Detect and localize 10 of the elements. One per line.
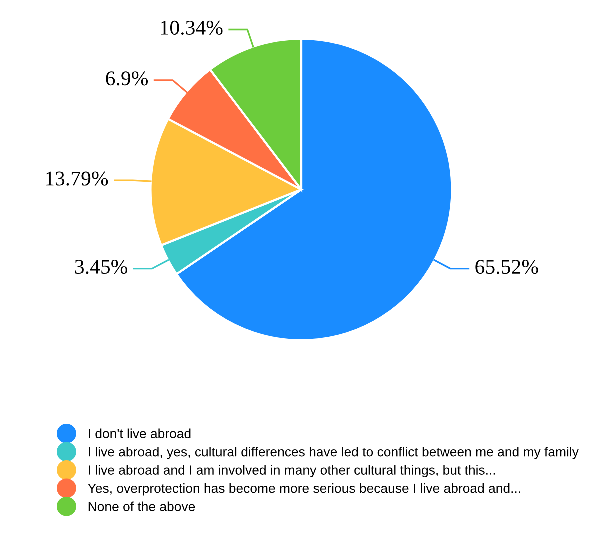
data-label: 10.34%	[161, 20, 223, 36]
legend-label: I live abroad and I am involved in many other cultural things, but this...	[89, 465, 496, 478]
data-label: 13.79%	[46, 172, 108, 186]
data-label: 6.9%	[106, 72, 148, 86]
legend-label: None of the above	[88, 502, 196, 512]
data-label: 65.52%	[476, 260, 538, 274]
legend-label: I live abroad, yes, cultural differences have led to conflict between me and my family	[89, 447, 579, 460]
data-label: 3.45%	[75, 260, 128, 274]
legend-label: Yes, overprotection has become more serious because I live abroad and...	[88, 483, 520, 496]
legend-label: I don't live abroad	[89, 428, 191, 438]
